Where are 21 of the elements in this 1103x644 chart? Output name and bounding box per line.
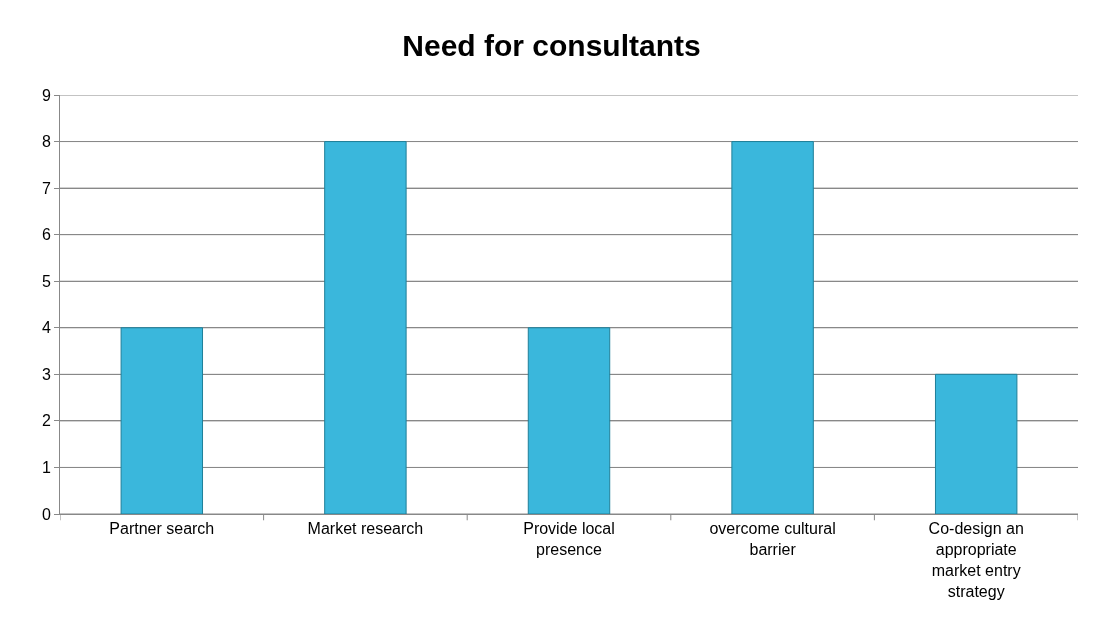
y-tick-label: 0	[41, 505, 51, 523]
x-tick-label: Partner search	[109, 520, 215, 538]
y-tick-label: 4	[41, 319, 51, 337]
x-tick-label: Co-design an appropriate market entry strategy	[928, 520, 1024, 600]
y-tick-label: 2	[41, 412, 51, 430]
bar	[527, 327, 611, 514]
bar	[731, 141, 814, 514]
x-tick-label: Market research	[307, 520, 424, 538]
y-tick-label: 7	[41, 179, 51, 197]
y-tick-label: 6	[41, 226, 51, 244]
x-tick-label: overcome cultural barrier	[709, 520, 836, 558]
x-tick-label: Provide local presence	[523, 520, 615, 558]
bar	[934, 373, 1018, 514]
chart-title: Need for consultants	[402, 28, 701, 62]
y-tick-label: 5	[41, 272, 51, 290]
y-tick-label: 1	[41, 459, 51, 477]
y-tick-label: 3	[41, 365, 51, 383]
bar	[120, 327, 204, 514]
y-tick-label: 8	[41, 133, 51, 151]
bar	[324, 141, 407, 514]
y-tick-label: 9	[41, 86, 51, 104]
